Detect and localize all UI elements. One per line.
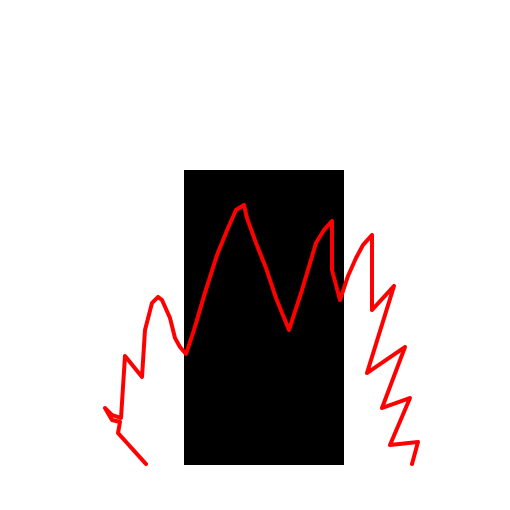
black-rectangle bbox=[184, 170, 344, 465]
red-flame-outline bbox=[103, 203, 420, 466]
